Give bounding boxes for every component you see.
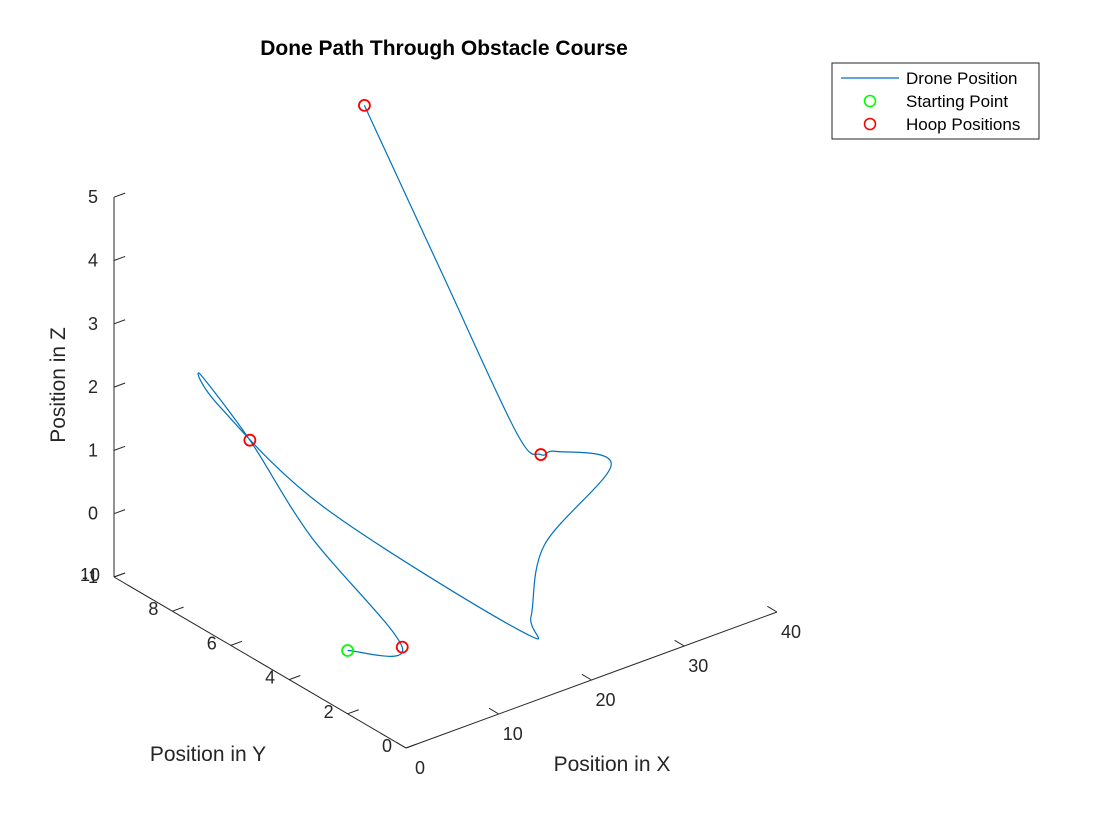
x-tick-label: 30 xyxy=(688,656,708,676)
hoop-marker xyxy=(395,640,409,654)
y-tick-mark xyxy=(289,675,301,681)
x-tick-mark xyxy=(488,707,500,715)
x-tick-label: 20 xyxy=(595,690,615,710)
legend-label-drone-position: Drone Position xyxy=(906,69,1018,88)
y-tick-label: 2 xyxy=(324,702,334,722)
legend-box xyxy=(831,62,1040,140)
y-tick-label: 6 xyxy=(207,633,217,653)
starting-point-marker xyxy=(341,644,355,657)
y-tick-label: 4 xyxy=(265,668,275,688)
z-tick-label: 1 xyxy=(88,440,98,460)
x-axis-label: Position in X xyxy=(554,753,671,776)
z-tick-mark xyxy=(113,509,126,515)
x-tick-mark xyxy=(767,605,778,613)
plot-series xyxy=(197,99,612,657)
x-tick-label: 0 xyxy=(415,758,425,778)
x-tick-label: 10 xyxy=(503,724,523,744)
y-tick-mark xyxy=(230,640,243,646)
chart-title: Done Path Through Obstacle Course xyxy=(260,37,628,60)
drone-path-line xyxy=(197,105,612,657)
legend: Drone Position Starting Point Hoop Posit… xyxy=(831,62,1040,140)
z-tick-label: 3 xyxy=(88,314,98,334)
x-tick-mark xyxy=(581,673,592,681)
z-tick-mark xyxy=(113,445,126,451)
y-tick-label: 10 xyxy=(80,565,100,585)
axes xyxy=(113,192,778,749)
x-tick-mark xyxy=(674,639,685,647)
x-tick-mark xyxy=(396,741,407,749)
hoop-marker xyxy=(358,99,371,112)
x-tick-label: 40 xyxy=(781,622,801,642)
z-tick-mark xyxy=(113,192,126,198)
z-tick-label: 2 xyxy=(88,377,98,397)
z-tick-label: 4 xyxy=(88,251,98,271)
hoop-marker xyxy=(243,433,257,447)
y-axis-label: Position in Y xyxy=(150,743,266,766)
y-tick-label: 8 xyxy=(148,599,158,619)
y-tick-mark xyxy=(347,709,359,715)
y-tick-mark xyxy=(405,743,418,749)
hoop-marker xyxy=(534,448,548,461)
legend-hoop-marker xyxy=(863,117,877,131)
z-tick-label: 5 xyxy=(88,187,98,207)
z-axis-label: Position in Z xyxy=(47,327,70,443)
legend-label-starting-point: Starting Point xyxy=(906,92,1008,111)
z-tick-mark xyxy=(113,319,126,325)
z-tick-label: -1 xyxy=(82,567,98,587)
z-tick-mark xyxy=(113,572,126,578)
z-tick-label: 0 xyxy=(88,504,98,524)
y-axis-line xyxy=(113,576,407,749)
y-tick-mark xyxy=(172,606,184,612)
y-tick-label: 0 xyxy=(382,736,392,756)
legend-label-hoop-positions: Hoop Positions xyxy=(906,115,1020,134)
z-tick-mark xyxy=(113,255,126,261)
legend-start-marker xyxy=(863,94,877,108)
z-tick-mark xyxy=(113,382,126,388)
